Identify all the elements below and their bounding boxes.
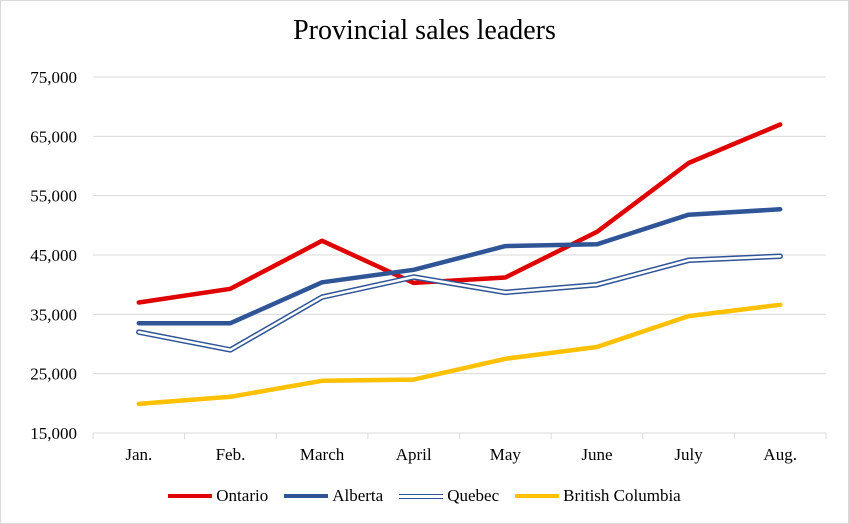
legend-swatch: [515, 494, 560, 498]
x-tick-label: June: [581, 445, 612, 464]
legend-label: British Columbia: [563, 486, 681, 505]
legend-label: Ontario: [216, 486, 269, 505]
series-line-alberta: [136, 207, 783, 326]
legend-swatch: [284, 494, 329, 498]
legend-swatch: [168, 494, 213, 498]
x-tick-label: Feb.: [216, 445, 246, 464]
legend-item-british-columbia: British Columbia: [515, 486, 681, 506]
series-line-quebec: [136, 253, 783, 353]
y-tick-label: 35,000: [30, 305, 77, 324]
legend-item-alberta: Alberta: [284, 486, 383, 506]
series-line-quebec-inner: [137, 254, 782, 352]
series-line-ontario: [136, 122, 783, 305]
y-tick-label: 75,000: [30, 68, 77, 87]
y-tick-label: 25,000: [30, 365, 77, 384]
x-tick-label: Jan.: [125, 445, 152, 464]
x-tick-label: July: [674, 445, 703, 464]
chart-title: Provincial sales leaders: [293, 15, 556, 46]
y-tick-label: 65,000: [30, 127, 77, 146]
chart-legend: Ontario Alberta Quebec British Columbia: [1, 483, 848, 509]
x-tick-label: April: [396, 445, 432, 464]
legend-swatch: [399, 493, 444, 499]
legend-label: Quebec: [447, 486, 500, 505]
legend-item-ontario: Ontario: [168, 486, 268, 506]
x-tick-label: May: [490, 445, 522, 464]
series-line-british-columbia: [136, 302, 783, 407]
x-tick-label: Aug.: [763, 445, 797, 464]
y-tick-label: 15,000: [30, 424, 77, 443]
x-tick-label: March: [300, 445, 345, 464]
y-tick-label: 45,000: [30, 246, 77, 265]
legend-label: Alberta: [332, 486, 384, 505]
legend-item-quebec: Quebec: [399, 486, 499, 506]
y-tick-label: 55,000: [30, 187, 77, 206]
